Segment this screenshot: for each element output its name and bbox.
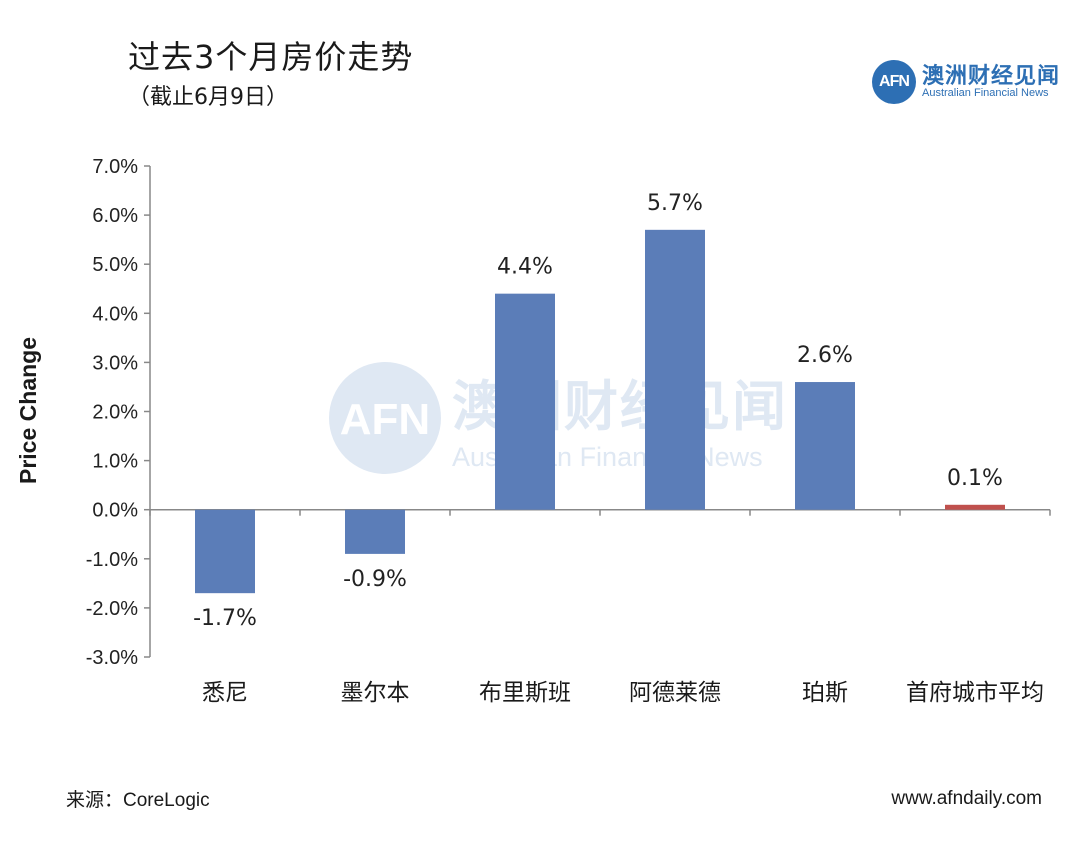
y-tick-label: -2.0% bbox=[86, 598, 138, 620]
data-label: 0.1% bbox=[947, 466, 1003, 491]
y-tick-label: 6.0% bbox=[92, 205, 138, 227]
y-tick-label: 1.0% bbox=[92, 451, 138, 473]
category-label: 墨尔本 bbox=[341, 680, 410, 706]
data-label: 4.4% bbox=[497, 255, 553, 280]
watermark-logo-icon bbox=[329, 362, 441, 474]
category-label: 首府城市平均 bbox=[906, 680, 1044, 706]
bar bbox=[795, 382, 855, 510]
bar bbox=[495, 293, 555, 510]
y-axis-title: Price Change bbox=[15, 337, 41, 484]
logo-name-en: Australian Financial News bbox=[922, 87, 1049, 99]
website-url: www.afndaily.com bbox=[891, 788, 1042, 809]
y-tick-label: 4.0% bbox=[92, 303, 138, 325]
y-tick-label: 7.0% bbox=[92, 156, 138, 178]
category-label: 珀斯 bbox=[802, 680, 848, 706]
y-tick-label: 3.0% bbox=[92, 352, 138, 374]
bar bbox=[945, 504, 1005, 510]
y-tick-label: 5.0% bbox=[92, 254, 138, 276]
source-note: 来源：CoreLogic bbox=[66, 790, 210, 811]
y-tick-label: -1.0% bbox=[86, 549, 138, 571]
category-label: 布里斯班 bbox=[479, 680, 571, 706]
logo-name-cn: 澳洲财经见闻 bbox=[922, 64, 1061, 89]
data-label: 5.7% bbox=[647, 191, 703, 216]
data-label: 2.6% bbox=[797, 343, 853, 368]
bar bbox=[195, 509, 255, 594]
category-label: 阿德莱德 bbox=[629, 680, 721, 706]
watermark-badge: AFN bbox=[340, 395, 430, 444]
chart-title: 过去3个月房价走势 bbox=[128, 38, 414, 76]
chart-subtitle: （截止6月9日） bbox=[128, 85, 288, 110]
bar bbox=[345, 509, 405, 554]
data-label: -1.7% bbox=[193, 606, 257, 631]
afn-logo-icon: AFN bbox=[872, 60, 916, 104]
y-tick-label: 0.0% bbox=[92, 500, 138, 522]
bar bbox=[645, 229, 705, 510]
category-label: 悉尼 bbox=[202, 680, 248, 706]
y-tick-label: -3.0% bbox=[86, 647, 138, 669]
afn-logo: AFN 澳洲财经见闻 Australian Financial News bbox=[872, 60, 1072, 104]
data-label: -0.9% bbox=[343, 567, 407, 592]
y-tick-label: 2.0% bbox=[92, 402, 138, 424]
